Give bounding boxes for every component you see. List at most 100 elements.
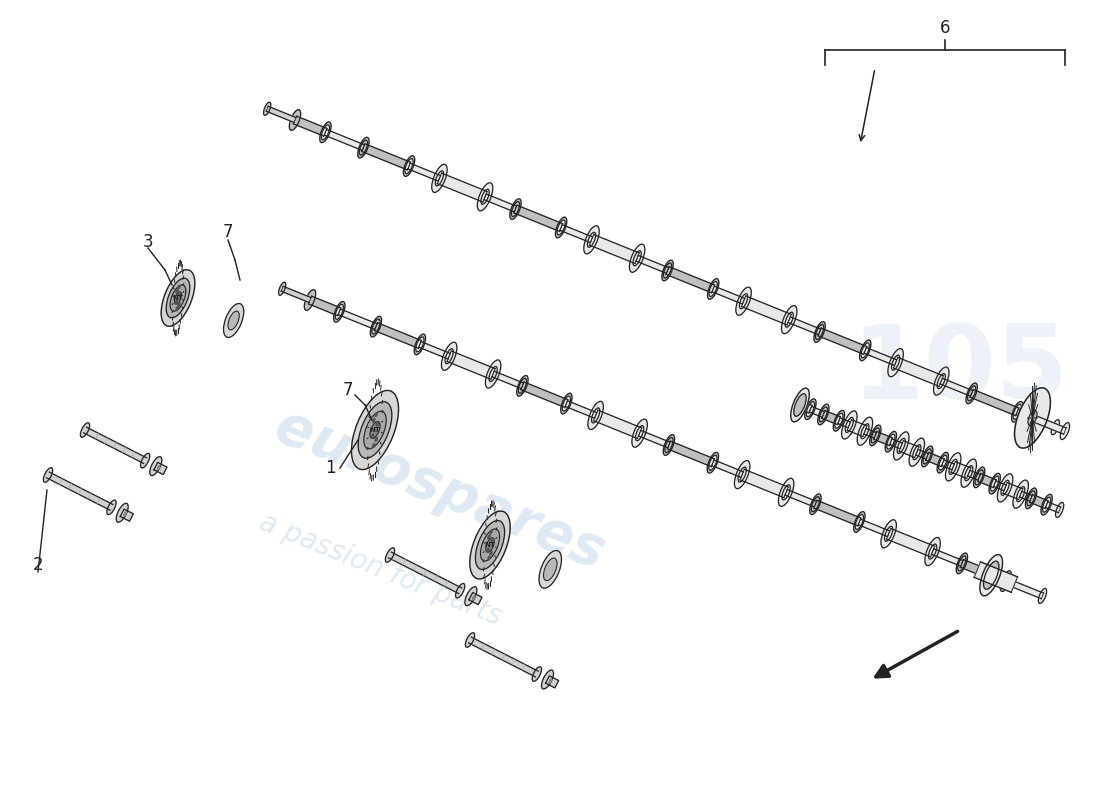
Polygon shape (899, 441, 918, 458)
Ellipse shape (854, 512, 865, 532)
Polygon shape (1020, 491, 1032, 501)
Ellipse shape (980, 554, 1002, 596)
Ellipse shape (886, 431, 896, 452)
Ellipse shape (1041, 494, 1053, 515)
Polygon shape (893, 358, 944, 386)
Ellipse shape (631, 419, 647, 447)
Polygon shape (814, 500, 861, 526)
Ellipse shape (810, 494, 821, 514)
Ellipse shape (806, 402, 814, 417)
Ellipse shape (373, 418, 375, 422)
Polygon shape (668, 441, 714, 466)
Polygon shape (799, 401, 812, 413)
Text: NT: NT (173, 295, 184, 301)
Ellipse shape (321, 125, 330, 140)
Polygon shape (388, 552, 462, 594)
Ellipse shape (794, 394, 805, 415)
Ellipse shape (124, 512, 126, 514)
Ellipse shape (162, 270, 195, 326)
Ellipse shape (781, 306, 796, 334)
Ellipse shape (491, 538, 493, 542)
Ellipse shape (958, 556, 966, 571)
Ellipse shape (166, 278, 190, 318)
Polygon shape (993, 481, 1007, 490)
Ellipse shape (150, 457, 162, 475)
Polygon shape (741, 296, 791, 325)
Ellipse shape (550, 680, 551, 682)
Polygon shape (374, 322, 421, 348)
Polygon shape (810, 406, 825, 418)
Ellipse shape (305, 290, 316, 310)
Ellipse shape (157, 467, 158, 470)
Ellipse shape (835, 414, 843, 428)
Polygon shape (362, 144, 410, 170)
Polygon shape (154, 462, 167, 474)
Ellipse shape (360, 140, 367, 155)
Ellipse shape (441, 342, 456, 370)
Ellipse shape (1060, 422, 1069, 439)
Ellipse shape (861, 424, 869, 438)
Ellipse shape (470, 511, 510, 579)
Ellipse shape (928, 544, 937, 559)
Polygon shape (438, 173, 487, 202)
Ellipse shape (913, 445, 921, 460)
Ellipse shape (473, 597, 474, 598)
Polygon shape (925, 453, 945, 466)
Ellipse shape (1038, 589, 1046, 603)
Ellipse shape (888, 349, 903, 377)
Polygon shape (565, 401, 597, 418)
Ellipse shape (517, 375, 528, 396)
Ellipse shape (416, 337, 424, 352)
Ellipse shape (934, 367, 949, 395)
Polygon shape (788, 317, 821, 334)
Ellipse shape (884, 526, 893, 542)
Ellipse shape (320, 122, 331, 142)
Ellipse shape (178, 286, 180, 289)
Polygon shape (940, 378, 972, 396)
Polygon shape (873, 431, 892, 446)
Ellipse shape (358, 138, 370, 158)
Ellipse shape (175, 300, 177, 304)
Ellipse shape (925, 538, 940, 566)
Ellipse shape (278, 282, 286, 295)
Polygon shape (338, 309, 377, 330)
Ellipse shape (539, 550, 561, 588)
Ellipse shape (1025, 488, 1036, 509)
Ellipse shape (562, 396, 571, 411)
Ellipse shape (404, 156, 415, 176)
Ellipse shape (117, 503, 129, 522)
Ellipse shape (857, 417, 872, 446)
Ellipse shape (870, 425, 881, 446)
Polygon shape (638, 430, 670, 448)
Text: 2: 2 (33, 556, 43, 574)
Ellipse shape (707, 453, 718, 473)
Ellipse shape (490, 530, 492, 534)
Polygon shape (484, 194, 517, 212)
Ellipse shape (490, 366, 497, 382)
Polygon shape (864, 429, 877, 438)
Polygon shape (492, 371, 524, 389)
Ellipse shape (550, 680, 551, 682)
Text: NT: NT (370, 427, 381, 433)
Ellipse shape (991, 476, 999, 491)
Polygon shape (266, 106, 296, 122)
Text: 7: 7 (222, 223, 233, 241)
Polygon shape (952, 462, 971, 478)
Polygon shape (960, 559, 1008, 585)
Ellipse shape (436, 171, 443, 186)
Ellipse shape (923, 449, 932, 464)
Ellipse shape (891, 355, 900, 370)
Polygon shape (590, 234, 639, 263)
Ellipse shape (178, 292, 180, 296)
Ellipse shape (663, 263, 672, 278)
Ellipse shape (922, 446, 933, 466)
Ellipse shape (968, 386, 976, 401)
Polygon shape (975, 562, 1018, 592)
Ellipse shape (465, 633, 474, 647)
Ellipse shape (779, 478, 794, 506)
Polygon shape (847, 420, 867, 437)
Ellipse shape (1013, 480, 1028, 508)
Ellipse shape (364, 411, 386, 449)
Ellipse shape (861, 343, 869, 358)
Text: 7: 7 (343, 381, 353, 399)
